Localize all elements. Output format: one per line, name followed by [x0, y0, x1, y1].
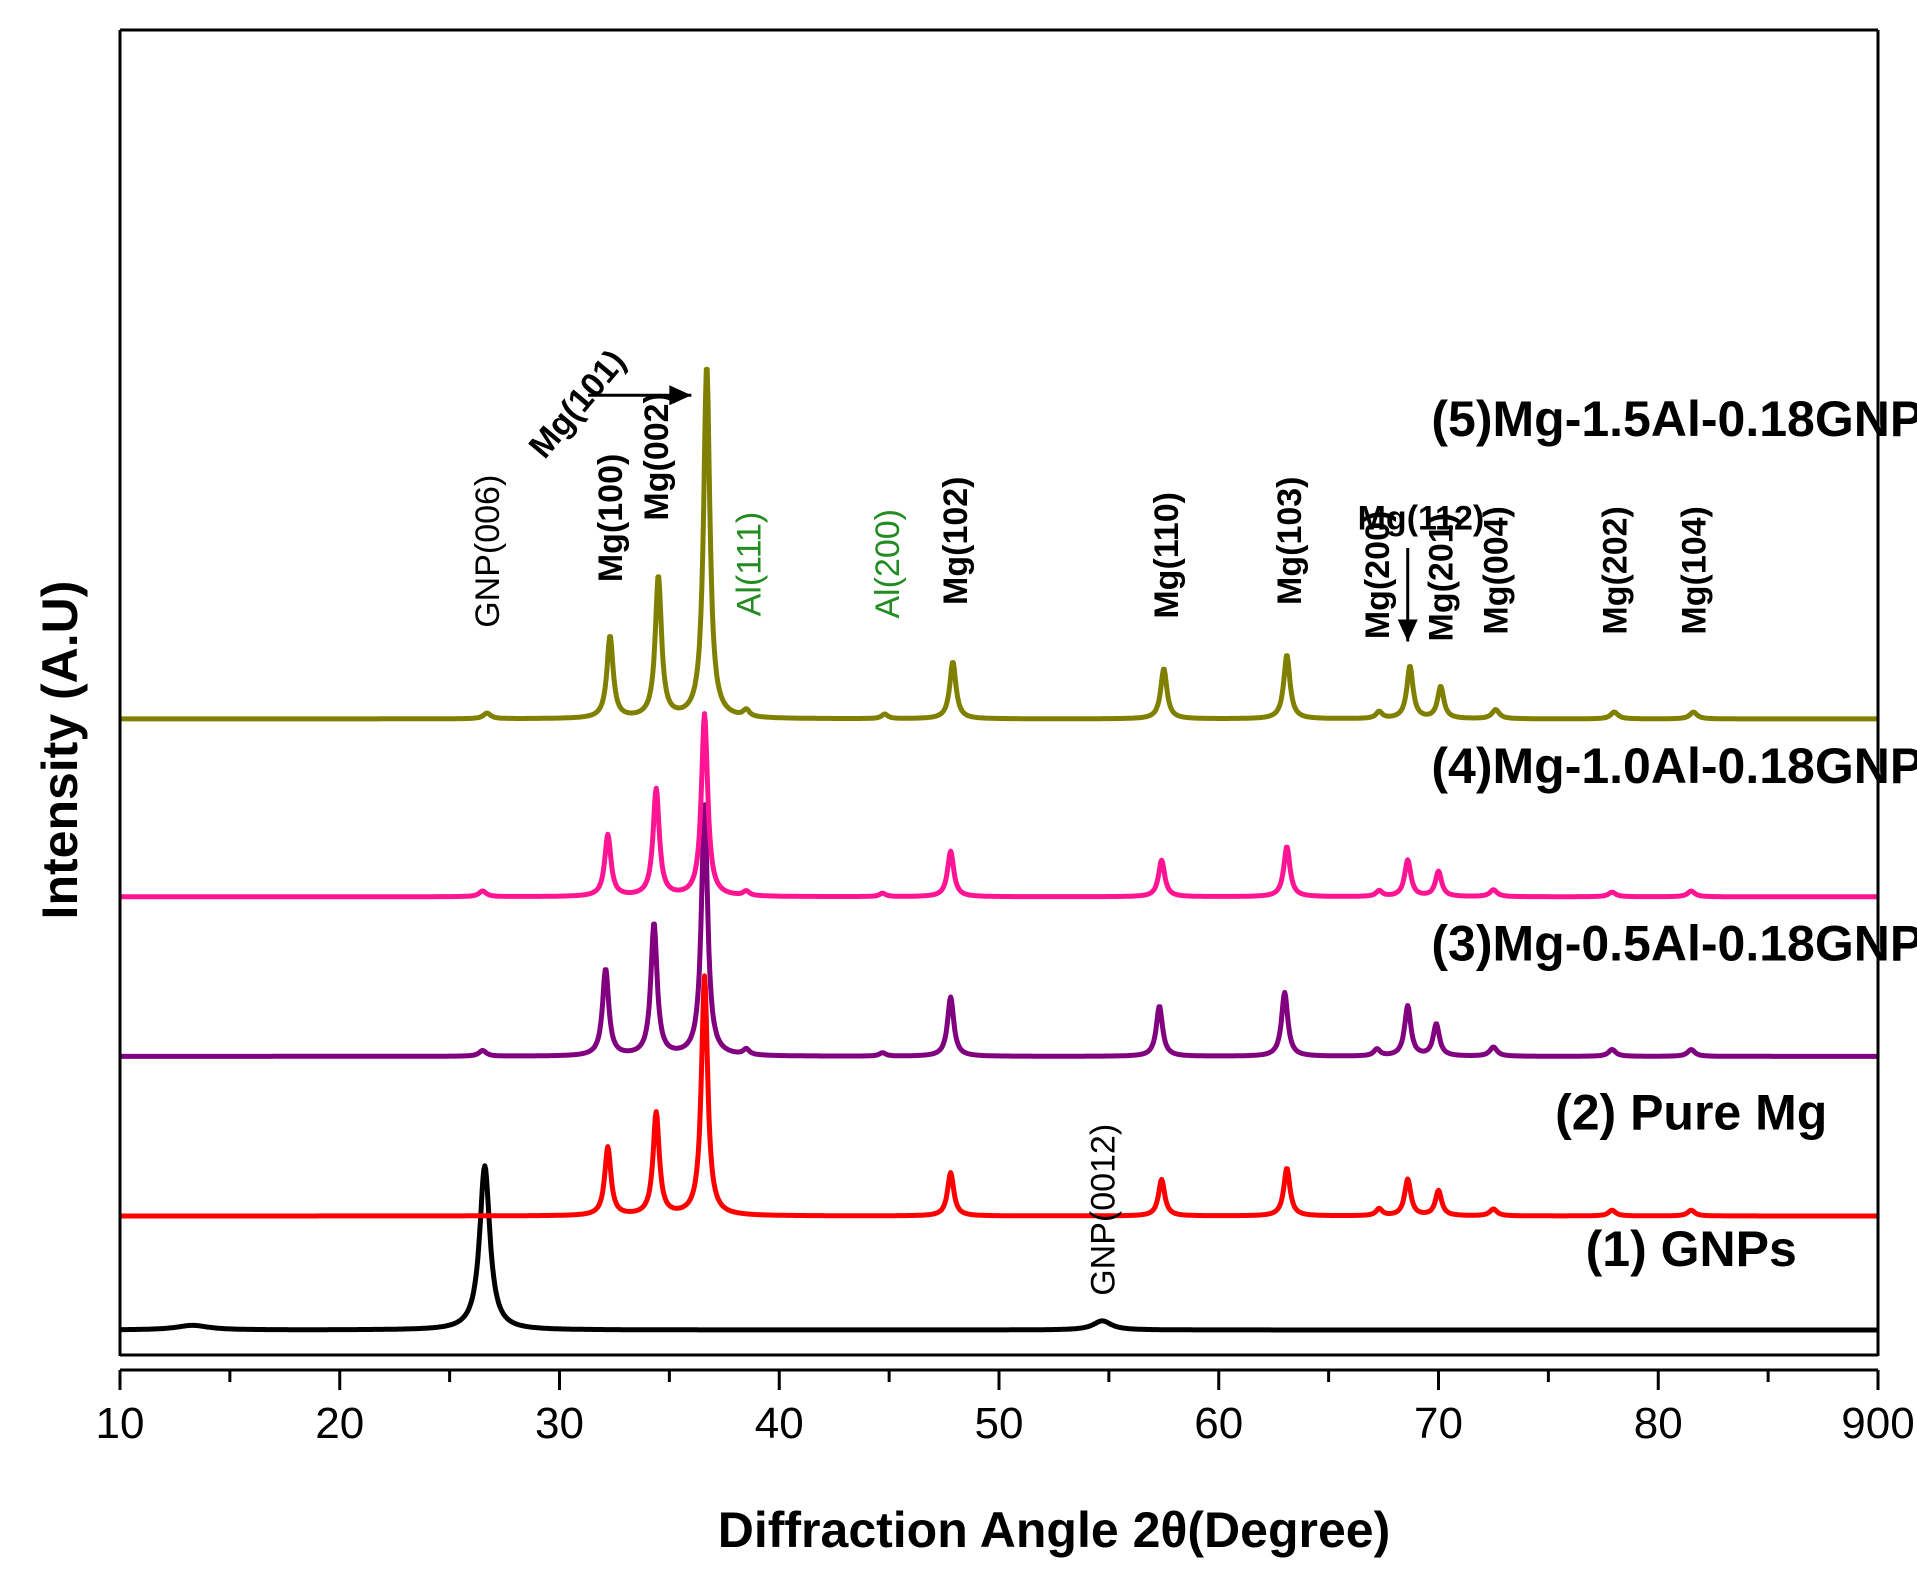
- label-layer: (1) GNPs (2) Pure Mg (3)Mg-0.5Al-0.18GNPs (…: [469, 343, 1917, 1296]
- series-label: (1) GNPs: [1586, 1221, 1797, 1277]
- series-line: [118, 366, 1880, 722]
- peak-label: Al(200): [869, 509, 907, 619]
- peak-label: Mg(110): [1148, 492, 1186, 619]
- peak-label: Mg(004): [1478, 506, 1516, 634]
- x-tick-label: 20: [315, 1399, 364, 1448]
- x-tick-label: 30: [535, 1399, 584, 1448]
- peak-label: Al(111): [730, 512, 768, 617]
- series-label: (3)Mg-0.5Al-0.18GNPs: [1431, 916, 1917, 972]
- peak-label: Mg(102): [937, 476, 975, 604]
- series-label: (2) Pure Mg: [1555, 1084, 1827, 1140]
- mg101-arrow-head: [669, 385, 692, 406]
- y-axis-title: Intensity (A.U): [32, 581, 88, 920]
- peak-label: Mg(104): [1675, 506, 1713, 634]
- peak-label: Mg(112): [1358, 500, 1485, 538]
- series-label: (5)Mg-1.5Al-0.18GNPs: [1431, 391, 1917, 447]
- series-layer: [118, 366, 1880, 1333]
- series-line: [118, 1163, 1880, 1333]
- x-tick-label: 10: [96, 1399, 145, 1448]
- axes-layer: 10 20 30 40 50 60 70 80 900: [96, 28, 1915, 1448]
- peak-label: Mg(103): [1271, 476, 1309, 604]
- x-tick-label: 60: [1194, 1399, 1243, 1448]
- peak-label: Mg(002): [638, 392, 676, 520]
- series-line: [118, 973, 1880, 1219]
- x-axis-title: Diffraction Angle 2θ(Degree): [718, 1502, 1391, 1558]
- series-line: [118, 711, 1880, 900]
- series-label: (4)Mg-1.0Al-0.18GNPs: [1431, 738, 1917, 794]
- peak-label: Mg(100): [592, 454, 630, 582]
- x-tick-label: 70: [1414, 1399, 1463, 1448]
- x-tick-label: 40: [755, 1399, 804, 1448]
- x-tick-label: 50: [975, 1399, 1024, 1448]
- series-line: [118, 802, 1880, 1059]
- x-tick-label: 80: [1634, 1399, 1683, 1448]
- peak-label: GNP(0012): [1084, 1124, 1122, 1296]
- peak-label: Mg(201): [1423, 513, 1461, 641]
- peak-label: GNP(006): [469, 475, 507, 628]
- peak-label: Mg(202): [1596, 506, 1634, 634]
- mg112-arrow-head: [1397, 619, 1418, 642]
- x-tick-label: 900: [1841, 1399, 1914, 1448]
- peak-label: Mg(200): [1359, 511, 1397, 639]
